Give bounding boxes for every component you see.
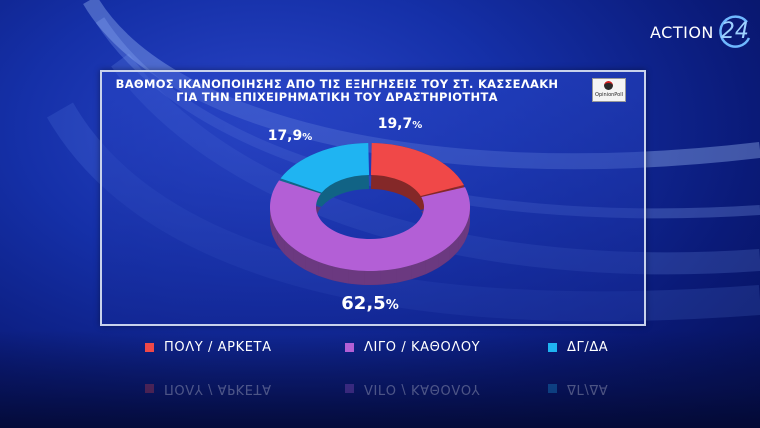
chart-title: ΒΑΘΜΟΣ ΙΚΑΝΟΠΟΙΗΣΗΣ ΑΠΟ ΤΙΣ ΕΞΗΓΗΣΕΙΣ ΤΟ… — [102, 78, 572, 104]
donut-slice-wall-1 — [411, 260, 426, 280]
pollster-logo-text: OpinionPoll — [595, 92, 623, 98]
legend-reflection: ΠΟΛΥ / ΑΡΚΕΤΑ ΛΙΓΟ / ΚΑΘΟΛΟΥ ΔΓ/ΔΑ — [0, 366, 760, 396]
chart-title-line2: ΓΙΑ ΤΗΝ ΕΠΙΧΕΙΡΗΜΑΤΙΚΗ ΤΟΥ ΔΡΑΣΤΗΡΙΟΤΗΤΑ — [176, 90, 498, 104]
donut-slice-wall-1 — [468, 207, 470, 232]
legend-label: ΔΓ/ΔΑ — [567, 340, 609, 355]
donut-slice-wall-1 — [396, 265, 412, 283]
legend-reflection-item-2: ΔΓ/ΔΑ — [548, 381, 608, 396]
legend-swatch — [548, 384, 557, 393]
donut-slice-wall-1 — [425, 253, 439, 275]
donut-slice-wall-1 — [293, 248, 306, 270]
legend-swatch — [145, 384, 154, 393]
donut-slice-wall-1 — [348, 269, 365, 285]
legend-label: ΛΙΓΟ / ΚΑΘΟΛΟΥ — [364, 381, 481, 396]
data-label-2: 17,9% — [268, 128, 313, 144]
chart-title-line1: ΒΑΘΜΟΣ ΙΚΑΝΟΠΟΙΗΣΗΣ ΑΠΟ ΤΙΣ ΕΞΗΓΗΣΕΙΣ ΤΟ… — [115, 77, 559, 91]
legend-item-1: ΛΙΓΟ / ΚΑΘΟΛΟΥ — [345, 340, 480, 355]
donut-slice-wall-1 — [284, 240, 294, 263]
donut-slice-wall-1 — [277, 230, 285, 255]
donut-slice-1 — [270, 180, 470, 271]
legend-swatch — [345, 384, 354, 393]
legend-item-0: ΠΟΛΥ / ΑΡΚΕΤΑ — [145, 340, 272, 355]
pollster-logo-icon — [604, 81, 613, 90]
logo-number: 24 — [720, 19, 749, 44]
legend-swatch — [548, 343, 557, 352]
donut-slice-wall-1 — [305, 255, 319, 276]
donut-slice-0 — [370, 143, 464, 196]
legend-reflection-item-1: ΛΙΓΟ / ΚΑΘΟΛΟΥ — [345, 381, 480, 396]
legend-label: ΠΟΛΥ / ΑΡΚΕΤΑ — [164, 340, 272, 355]
logo-text: ACTION — [650, 22, 714, 42]
donut-slice-wall-1 — [438, 245, 450, 268]
pollster-logo: OpinionPoll — [592, 78, 626, 102]
donut-slice-wall-1 — [270, 210, 273, 235]
legend-swatch — [145, 343, 154, 352]
logo-ring-icon — [719, 15, 751, 48]
legend-reflection-item-0: ΠΟΛΥ / ΑΡΚΕΤΑ — [145, 381, 272, 396]
donut-slice-wall-1 — [464, 217, 469, 242]
data-label-1: 62,5% — [341, 293, 398, 314]
legend-label: ΛΙΓΟ / ΚΑΘΟΛΟΥ — [364, 340, 481, 355]
donut-slice-wall-1 — [458, 227, 465, 252]
legend-label: ΠΟΛΥ / ΑΡΚΕΤΑ — [164, 381, 272, 396]
legend-item-2: ΔΓ/ΔΑ — [548, 340, 608, 355]
donut-slice-2 — [280, 143, 370, 193]
donut-slice-wall-1 — [272, 220, 278, 245]
donut-slice-wall-1 — [380, 268, 397, 285]
logo-number-badge: 24 — [717, 14, 753, 50]
donut-slice-wall-1 — [449, 237, 459, 260]
donut-slice-wall-1 — [332, 266, 349, 284]
donut-slice-wall-1 — [318, 261, 333, 281]
chart-legend: ΠΟΛΥ / ΑΡΚΕΤΑ ΛΙΓΟ / ΚΑΘΟΛΟΥ ΔΓ/ΔΑ — [0, 340, 760, 364]
donut-slice-wall-1 — [364, 270, 381, 285]
legend-swatch — [345, 343, 354, 352]
data-label-0: 19,7% — [378, 116, 423, 132]
legend-label: ΔΓ/ΔΑ — [567, 381, 609, 396]
channel-logo: ACTION 24 — [650, 14, 753, 50]
floor-gradient — [0, 330, 760, 428]
